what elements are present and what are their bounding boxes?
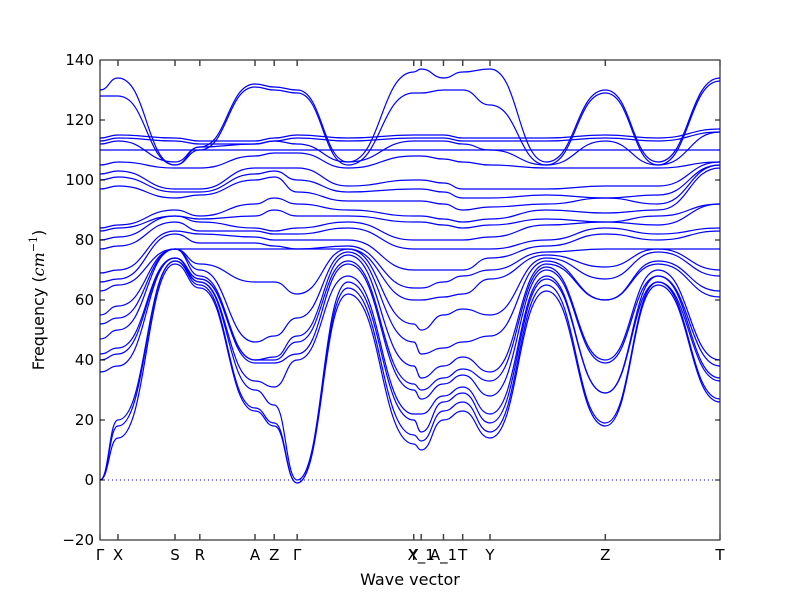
band-curve-13	[100, 221, 720, 250]
x-tick-label: Y	[484, 546, 495, 564]
x-tick-label: Z	[269, 546, 279, 564]
band-curve-9	[100, 248, 720, 331]
band-curve-15	[100, 203, 720, 232]
band-curve-4	[100, 257, 720, 415]
y-axis-label-text: Frequency (	[29, 276, 48, 370]
band-curve-8	[100, 248, 720, 355]
x-tick-label: T	[457, 546, 468, 564]
x-axis-ticks: Γ X S R A Z Γ YX_1A_1 T Y Z T	[96, 60, 725, 565]
x-tick-label: A_1	[430, 546, 457, 565]
band-curve-6	[100, 257, 720, 391]
band-curve-11	[100, 233, 720, 289]
band-curve-14	[100, 203, 720, 241]
band-curves	[100, 68, 720, 484]
x-tick-label: T	[714, 546, 725, 564]
band-curve-18	[100, 164, 720, 199]
y-tick-label: 120	[65, 111, 94, 129]
y-axis-ticks: −20 0 20 40 60 80 100 120 140	[62, 51, 720, 549]
band-curve-19	[100, 161, 720, 190]
x-tick-label: Z	[600, 546, 610, 564]
band-curve-25	[100, 80, 720, 166]
y-tick-label: 40	[75, 351, 94, 369]
x-tick-label: X_1	[407, 546, 434, 565]
y-tick-label: 100	[65, 171, 94, 189]
band-curve-16	[100, 167, 720, 229]
band-curve-24	[100, 128, 720, 142]
x-axis-label: Wave vector	[360, 570, 460, 589]
y-axis-label-close: )	[29, 230, 48, 236]
band-curve-26	[100, 68, 720, 166]
y-tick-label: 80	[75, 231, 94, 249]
y-axis-label-unit: cm	[29, 252, 48, 276]
y-axis-label-exponent: −1	[27, 236, 40, 252]
band-curve-2	[100, 260, 720, 484]
y-tick-label: 20	[75, 411, 94, 429]
band-curve-12	[100, 230, 720, 274]
x-tick-label: A	[250, 546, 261, 564]
x-tick-label: R	[195, 546, 205, 564]
band-curve-17	[100, 164, 720, 211]
x-tick-label: S	[170, 546, 180, 564]
y-axis-label: Frequency (cm−1)	[27, 230, 48, 371]
x-tick-label: Γ	[293, 546, 302, 564]
y-tick-label: 60	[75, 291, 94, 309]
y-tick-label: 140	[65, 51, 94, 69]
x-tick-label: Γ	[96, 546, 105, 564]
band-curve-7	[100, 248, 720, 379]
x-tick-label: Y	[408, 546, 419, 564]
x-tick-label: X	[113, 546, 123, 564]
band-curve-1	[100, 263, 720, 484]
y-tick-label: 0	[84, 471, 94, 489]
y-tick-label: −20	[62, 531, 94, 549]
band-curve-10	[100, 248, 720, 301]
band-curve-20	[100, 152, 720, 169]
